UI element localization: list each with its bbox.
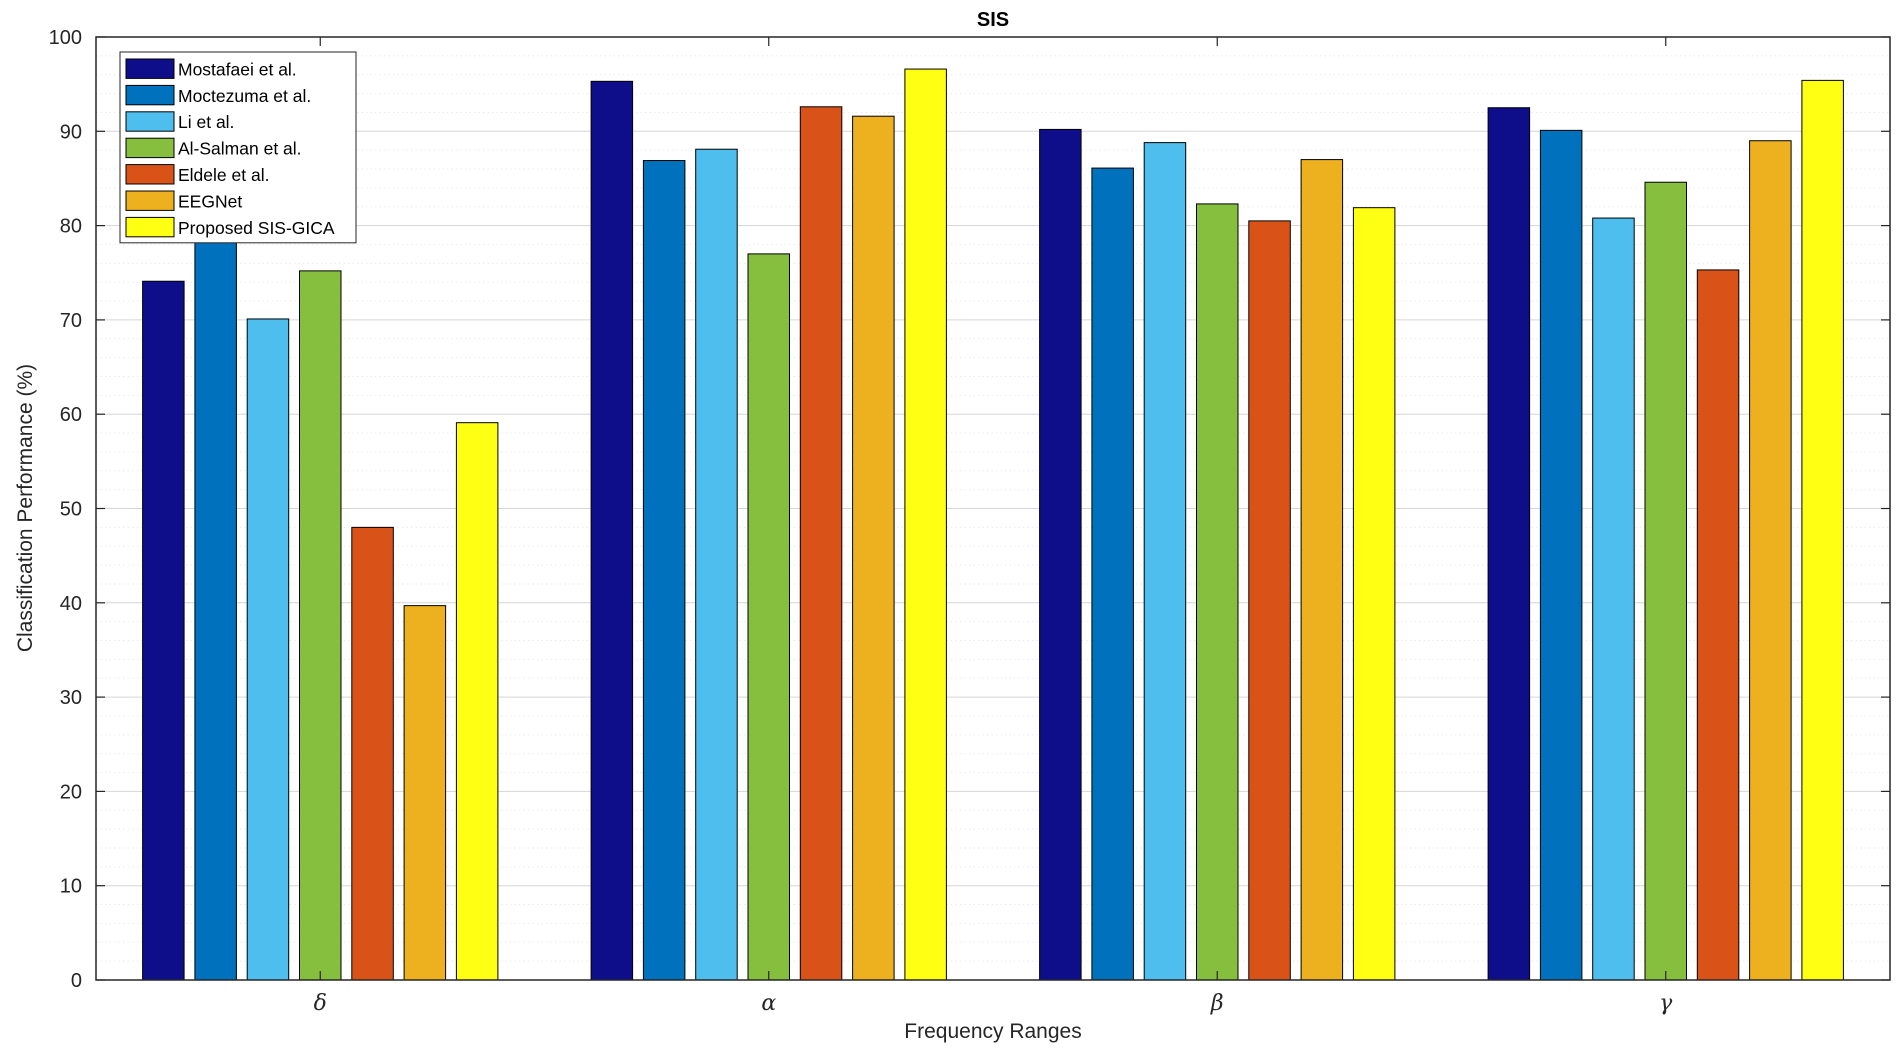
legend-swatch bbox=[125, 190, 175, 211]
bar-eldele-et-al--1 bbox=[799, 106, 843, 981]
legend-label: Al-Salman et al. bbox=[178, 139, 302, 159]
bar-eegnet-3 bbox=[1749, 140, 1792, 981]
bar-li-et-al--1 bbox=[695, 148, 738, 981]
bars bbox=[142, 68, 1844, 981]
legend-swatch bbox=[125, 137, 175, 159]
legend-label: Moctezuma et al. bbox=[178, 86, 311, 106]
y-tick-label: 90 bbox=[60, 121, 82, 143]
legend: Mostafaei et al. Moctezuma et al. Li et al… bbox=[119, 51, 357, 244]
legend-label: Li et al. bbox=[178, 112, 234, 132]
y-tick-label: 70 bbox=[60, 310, 82, 332]
bar-al-salman-et-al--2 bbox=[1196, 203, 1239, 981]
bar-eldele-et-al--3 bbox=[1696, 269, 1740, 981]
legend-swatch bbox=[125, 164, 175, 185]
legend-label: Proposed SIS-GICA bbox=[178, 218, 335, 238]
x-axis-label: Frequency Ranges bbox=[904, 1020, 1081, 1043]
legend-label: EEGNet bbox=[178, 191, 242, 211]
bar-mostafaei-et-al--1 bbox=[590, 80, 634, 981]
bar-eegnet-0 bbox=[403, 605, 447, 981]
y-axis-label: Classification Performance (%) bbox=[14, 364, 37, 652]
chart-title: SIS bbox=[977, 9, 1009, 31]
y-tick-label: 0 bbox=[71, 970, 82, 992]
bar-mostafaei-et-al--3 bbox=[1487, 107, 1531, 981]
bar-mostafaei-et-al--2 bbox=[1039, 128, 1082, 981]
bar-moctezuma-et-al--1 bbox=[642, 160, 686, 981]
minor-grid bbox=[96, 55, 1890, 962]
x-tick-label: γ bbox=[1659, 991, 1673, 1016]
y-tick-label: 60 bbox=[60, 404, 82, 426]
legend-label: Mostafaei et al. bbox=[178, 59, 297, 79]
y-tick-label: 100 bbox=[49, 27, 82, 49]
bar-li-et-al--2 bbox=[1143, 142, 1187, 981]
x-tick-label: α bbox=[761, 991, 776, 1016]
bar-proposed-sis-gica-0 bbox=[455, 422, 499, 981]
y-tick-label: 10 bbox=[60, 876, 82, 898]
bar-eegnet-1 bbox=[852, 115, 895, 981]
bar-al-salman-et-al--0 bbox=[299, 270, 342, 981]
bar-eegnet-2 bbox=[1300, 159, 1344, 981]
y-tick-label: 30 bbox=[60, 687, 82, 709]
bar-proposed-sis-gica-2 bbox=[1352, 207, 1396, 981]
bar-proposed-sis-gica-1 bbox=[904, 68, 947, 981]
legend-label: Eldele et al. bbox=[178, 165, 269, 185]
y-tick-label: 20 bbox=[60, 781, 82, 803]
bar-moctezuma-et-al--3 bbox=[1539, 129, 1583, 981]
legend-swatch bbox=[125, 84, 175, 106]
bar-eldele-et-al--0 bbox=[351, 526, 394, 981]
legend-swatch bbox=[125, 216, 175, 238]
y-tick-label: 40 bbox=[60, 593, 82, 615]
x-tick-label: δ bbox=[314, 991, 327, 1016]
major-grid bbox=[96, 130, 1890, 887]
legend-swatch bbox=[125, 58, 175, 79]
x-tick-label: β bbox=[1210, 991, 1224, 1016]
bar-moctezuma-et-al--2 bbox=[1091, 167, 1134, 981]
bar-al-salman-et-al--1 bbox=[747, 253, 790, 981]
y-tick-label: 50 bbox=[60, 499, 82, 521]
bar-proposed-sis-gica-3 bbox=[1801, 79, 1844, 981]
bar-moctezuma-et-al--0 bbox=[194, 237, 237, 981]
bar-li-et-al--0 bbox=[246, 318, 290, 981]
bar-al-salman-et-al--3 bbox=[1644, 181, 1687, 981]
y-axis: 0 10 20 30 40 50 60 70 80 90 100 bbox=[49, 27, 1890, 992]
bar-eldele-et-al--2 bbox=[1248, 220, 1291, 981]
y-tick-label: 80 bbox=[60, 216, 82, 238]
legend-swatch bbox=[125, 111, 175, 132]
bar-li-et-al--3 bbox=[1592, 217, 1635, 981]
bar-mostafaei-et-al--0 bbox=[142, 280, 185, 981]
